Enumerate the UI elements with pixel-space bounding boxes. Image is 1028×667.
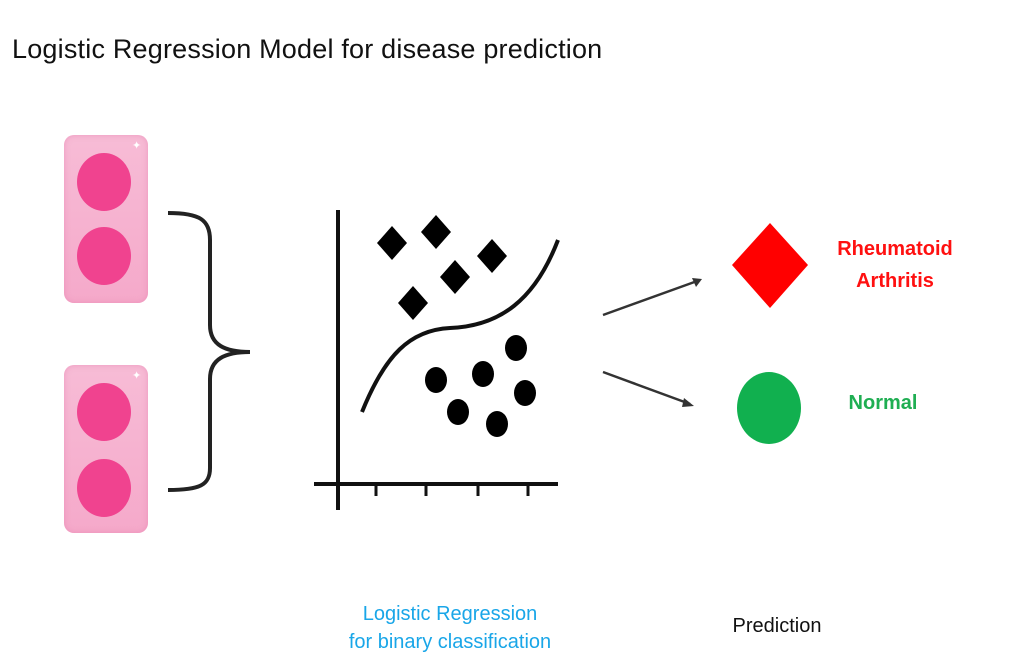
circle-icon	[514, 380, 536, 406]
diamond-icon	[477, 239, 507, 273]
class-b-points	[425, 335, 536, 437]
sparkle-icon: ✦	[132, 370, 142, 382]
sample-bottom: ✦	[64, 365, 148, 533]
class-a-points	[377, 215, 507, 320]
arrow-to-positive	[602, 278, 701, 317]
sample-dot	[77, 459, 131, 517]
negative-outcome-label: Normal	[848, 392, 918, 414]
model-label: Logistic Regression for binary classific…	[330, 600, 570, 656]
sample-dot	[77, 383, 131, 441]
diamond-icon	[377, 226, 407, 260]
circle-icon	[425, 367, 447, 393]
merge-brace	[167, 211, 251, 492]
circle-icon	[505, 335, 527, 361]
sample-dot	[77, 227, 131, 285]
green-circle-icon	[737, 372, 801, 444]
circle-icon	[486, 411, 508, 437]
prediction-label: Prediction	[732, 615, 822, 637]
decision-boundary	[360, 239, 560, 413]
red-diamond-icon	[732, 223, 808, 308]
diamond-icon	[421, 215, 451, 249]
positive-outcome-line1: Rheumatoid	[837, 238, 953, 260]
positive-outcome-label: Rheumatoid Arthritis	[820, 233, 970, 297]
sample-dot	[77, 153, 131, 211]
circle-icon	[472, 361, 494, 387]
sparkle-icon: ✦	[132, 140, 142, 152]
arrow-to-negative	[602, 370, 691, 406]
diamond-icon	[440, 260, 470, 294]
circle-icon	[447, 399, 469, 425]
sample-top: ✦	[64, 135, 148, 303]
page-title: Logistic Regression Model for disease pr…	[12, 34, 603, 64]
positive-outcome-line2: Arthritis	[856, 270, 934, 292]
model-label-line2: for binary classification	[348, 631, 552, 653]
diamond-icon	[398, 286, 428, 320]
arrowhead-icon	[692, 278, 702, 287]
model-label-line1: Logistic Regression	[362, 603, 538, 625]
arrowhead-icon	[682, 398, 694, 407]
